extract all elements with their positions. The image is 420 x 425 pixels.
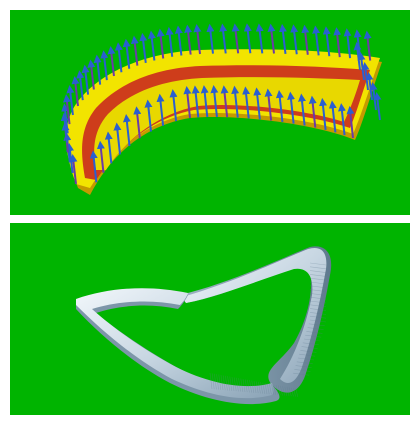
- normal-vector-arrow: [66, 143, 74, 174]
- normal-vector-arrow: [61, 103, 70, 134]
- normal-vector-arrow: [322, 26, 331, 57]
- normal-vector-arrow: [219, 23, 228, 54]
- normal-vector-arrow: [333, 27, 342, 58]
- normal-vector-arrow: [122, 38, 131, 69]
- normal-vector-arrow: [93, 54, 102, 85]
- normal-vector-arrow: [63, 94, 71, 125]
- normal-vector-arrow: [174, 25, 183, 56]
- normal-vector-arrows: [60, 23, 382, 185]
- normal-vector-arrow: [165, 26, 174, 57]
- normal-vector-arrow: [264, 88, 273, 121]
- normal-vector-arrow: [144, 99, 153, 132]
- normal-vector-arrow: [104, 131, 113, 164]
- normal-vector-arrow: [156, 93, 165, 126]
- normal-vector-arrow: [220, 85, 229, 118]
- normal-vector-arrow: [328, 100, 337, 133]
- normal-vector-arrow: [96, 140, 105, 173]
- normal-vector-arrow: [319, 97, 327, 130]
- band-back-face: [182, 247, 327, 383]
- normal-vector-arrow: [373, 92, 382, 121]
- normal-vector-arrow: [169, 89, 178, 122]
- normal-vector-arrow: [87, 59, 96, 90]
- normal-vector-arrow: [60, 112, 69, 143]
- normal-vector-arrow: [298, 93, 307, 126]
- normal-vector-arrow: [113, 122, 122, 155]
- normal-vector-arrow: [69, 154, 78, 185]
- normal-vector-arrow: [206, 23, 215, 54]
- normal-vector-arrow: [76, 70, 85, 101]
- normal-vector-arrow: [81, 64, 90, 95]
- normal-vector-arrow: [139, 32, 148, 64]
- normal-vector-arrow: [242, 86, 251, 119]
- normal-vector-arrow: [231, 85, 240, 118]
- normal-vector-arrow: [66, 85, 75, 116]
- normal-vector-arrow: [290, 24, 299, 55]
- normal-vector-arrow: [231, 23, 240, 54]
- twisted-band-render: [10, 223, 410, 415]
- normal-vector-arrow: [253, 87, 262, 120]
- normal-vector-arrow: [193, 24, 202, 55]
- normal-vector-arrow: [71, 76, 80, 107]
- normal-vector-arrow: [275, 89, 284, 123]
- normal-vector-arrow: [278, 23, 287, 54]
- normal-vector-arrow: [191, 85, 200, 118]
- normal-vector-arrow: [255, 23, 264, 54]
- normal-vector-arrow: [287, 91, 296, 124]
- normal-vector-arrow: [243, 23, 252, 54]
- normal-vector-arrow: [210, 85, 219, 118]
- normal-vector-arrow: [312, 25, 321, 56]
- normal-vector-arrow: [301, 24, 310, 55]
- normal-vector-arrow: [184, 24, 193, 55]
- band-front-face: [76, 288, 274, 399]
- normal-vector-arrow: [346, 106, 355, 139]
- ribbon-vectors-viewport[interactable]: [10, 10, 410, 215]
- normal-vector-arrow: [183, 86, 192, 119]
- normal-vector-arrow: [122, 114, 131, 147]
- normal-vector-arrow: [107, 46, 116, 77]
- normal-vector-arrow: [133, 106, 142, 139]
- normal-vector-arrow: [343, 28, 352, 59]
- normal-vector-arrow: [363, 30, 372, 61]
- ribbon-vectors-render: [10, 10, 410, 215]
- band-hatch-texture: [209, 262, 327, 397]
- normal-vector-arrow: [130, 35, 139, 66]
- normal-vector-arrow: [89, 150, 98, 183]
- normal-vector-arrow: [308, 95, 317, 128]
- normal-vector-arrow: [337, 103, 346, 136]
- normal-vector-arrow: [200, 85, 209, 118]
- normal-vector-arrow: [100, 50, 109, 81]
- normal-vector-arrow: [114, 42, 123, 73]
- normal-vector-arrow: [156, 28, 165, 59]
- normal-vector-arrow: [267, 23, 276, 54]
- normal-vector-arrow: [147, 30, 156, 61]
- twisted-band-viewport[interactable]: [10, 223, 410, 415]
